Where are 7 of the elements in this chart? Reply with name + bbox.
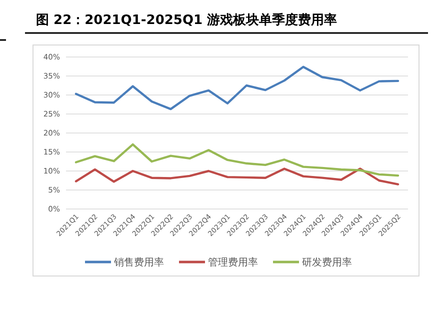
line-series [74,168,400,186]
legend-label: 销售费用率 [113,256,164,268]
chart-title: 图 22：2021Q1-2025Q1 游戏板块单季度费用率 [36,12,338,28]
legend-label: 研发费用率 [302,256,352,268]
legend-label: 管理费用率 [208,256,258,268]
line-series [74,143,400,177]
line-series [74,66,400,110]
